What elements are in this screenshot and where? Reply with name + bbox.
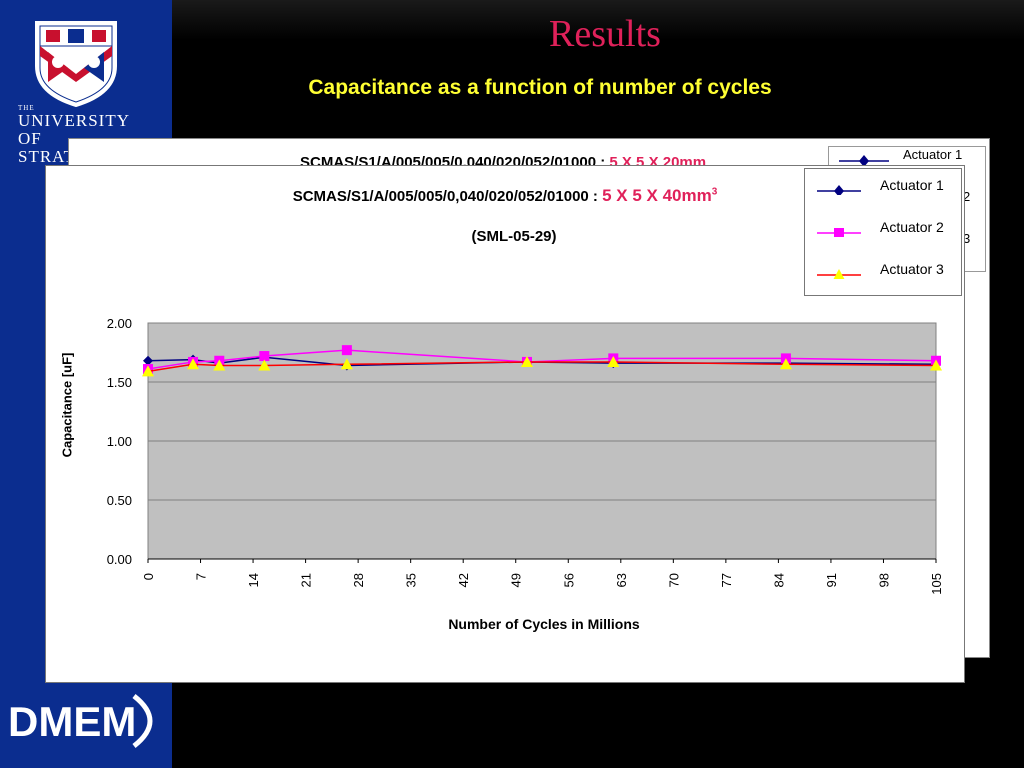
series-2-point xyxy=(259,351,270,362)
chart-title-highlight-sup: 3 xyxy=(711,186,718,198)
x-tick-label: 98 xyxy=(876,573,891,587)
x-axis-label: Number of Cycles in Millions xyxy=(448,616,640,632)
legend-label-actuator-1: Actuator 1 xyxy=(880,177,944,193)
x-tick-label: 7 xyxy=(194,573,209,580)
header-shadow xyxy=(172,0,1024,40)
dmem-logo-text: DMEM xyxy=(8,698,136,745)
series-3-point xyxy=(258,359,271,371)
y-tick-label: 0.50 xyxy=(107,493,132,508)
chart-title-highlight: 5 X 5 X 40mm3 xyxy=(602,186,717,205)
back-legend-label-2: 2 xyxy=(963,189,971,204)
x-tick-label: 77 xyxy=(719,573,734,587)
series-2-point xyxy=(341,345,352,356)
legend-swatch-actuator-2 xyxy=(817,228,861,237)
series-3-point xyxy=(930,359,942,371)
x-tick-label: 14 xyxy=(246,573,261,587)
university-the: THE xyxy=(18,104,35,112)
legend-label-actuator-2: Actuator 2 xyxy=(880,219,944,235)
legend-entry-actuator-2: Actuator 2 xyxy=(805,215,961,239)
x-tick-label: 35 xyxy=(404,573,419,587)
y-tick-label: 1.00 xyxy=(107,434,132,449)
chart-title-highlight-text: 5 X 5 X 40mm xyxy=(602,186,712,205)
x-tick-label: 105 xyxy=(929,573,944,595)
chart-legend: Actuator 1 Actuator 2 Actuator 3 xyxy=(804,168,962,296)
university-name-line1: UNIVERSITY OF xyxy=(18,111,130,148)
series-3-point xyxy=(340,358,353,370)
chart-title: SCMAS/S1/A/005/005/0,040/020/052/01000 :… xyxy=(45,186,965,206)
x-tick-label: 91 xyxy=(824,573,839,587)
x-tick-label: 21 xyxy=(299,573,314,587)
x-tick-label: 42 xyxy=(456,573,471,587)
chart-subtitle: (SML-05-29) xyxy=(471,228,557,245)
legend-swatch-actuator-3 xyxy=(817,269,861,279)
legend-entry-actuator-1: Actuator 1 xyxy=(805,173,961,197)
dmem-logo: DMEM xyxy=(8,694,153,748)
back-legend-label-1: Actuator 1 xyxy=(903,147,963,162)
y-axis-label: Capacitance [uF] xyxy=(59,352,75,458)
legend-swatch-actuator-1 xyxy=(817,185,861,195)
back-legend-entry-3: 3 xyxy=(829,231,985,251)
x-tick-label: 49 xyxy=(509,573,524,587)
back-legend-entry-1: Actuator 1 xyxy=(829,147,985,167)
y-tick-label: 2.00 xyxy=(107,316,132,331)
legend-label-actuator-3: Actuator 3 xyxy=(880,261,944,277)
series-3-point xyxy=(779,358,792,370)
university-crest-logo xyxy=(35,21,117,108)
x-tick-label: 84 xyxy=(771,573,786,587)
x-tick-label: 56 xyxy=(561,573,576,587)
back-legend-entry-2: 2 xyxy=(829,189,985,209)
x-tick-label: 0 xyxy=(141,573,156,580)
series-3-point xyxy=(607,355,620,367)
y-tick-label: 1.50 xyxy=(107,375,132,390)
x-tick-label: 63 xyxy=(614,573,629,587)
x-tick-label: 28 xyxy=(351,573,366,587)
legend-entry-actuator-3: Actuator 3 xyxy=(805,257,961,281)
slide-title: Results xyxy=(549,13,661,55)
series-1-point xyxy=(143,355,153,366)
chart-title-main: SCMAS/S1/A/005/005/0,040/020/052/01000 : xyxy=(292,188,603,205)
slide-subtitle: Capacitance as a function of number of c… xyxy=(308,76,772,99)
series-3-point xyxy=(187,358,200,370)
series-3-point xyxy=(142,365,154,377)
y-tick-label: 0.00 xyxy=(107,552,132,567)
x-tick-label: 70 xyxy=(666,573,681,587)
back-legend-label-3: 3 xyxy=(963,231,971,246)
series-3-point xyxy=(213,359,226,371)
series-3-point xyxy=(520,355,533,367)
